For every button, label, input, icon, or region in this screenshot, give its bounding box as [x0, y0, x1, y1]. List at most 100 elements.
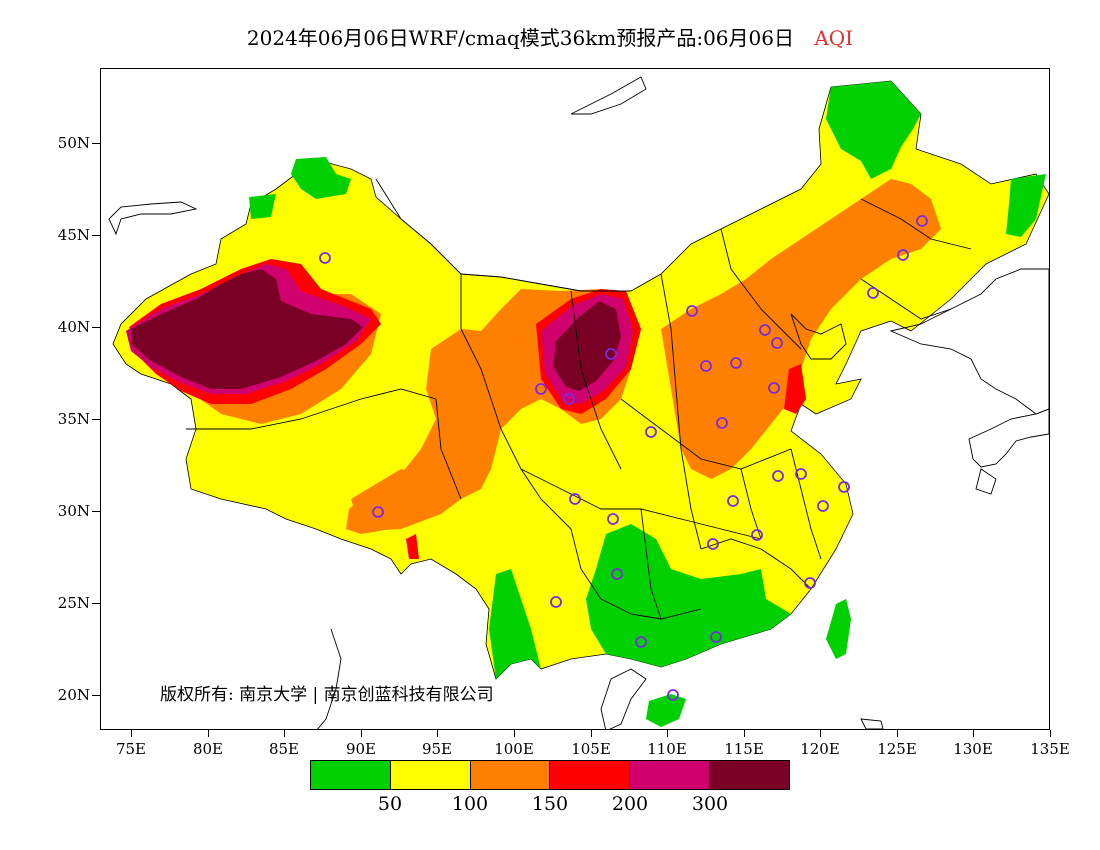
station-marker [607, 513, 619, 525]
coastlines [108, 76, 1049, 729]
legend-label: 100 [451, 793, 489, 815]
station-marker [707, 538, 719, 550]
legend-label: 200 [611, 793, 649, 815]
color-legend [310, 760, 790, 790]
station-marker [535, 383, 547, 395]
x-tick-mark [284, 730, 285, 737]
station-marker [710, 631, 722, 643]
aqi-zone-sensitive-north-china [661, 179, 941, 479]
aqi-zone-unhealthy-shandong [784, 364, 806, 414]
station-marker [635, 636, 647, 648]
aqi-zone-unhealthy-tibet-south [406, 534, 419, 559]
station-marker [768, 382, 780, 394]
legend-label: 300 [691, 793, 729, 815]
x-tick-mark [897, 730, 898, 737]
legend-swatch-very-unhealthy [629, 761, 710, 789]
aqi-zone-good-southwest [489, 569, 541, 679]
copyright-notice: 版权所有: 南京大学 | 南京创蓝科技有限公司 [160, 685, 494, 705]
x-tick-label: 75E [115, 740, 147, 758]
aqi-zone-hazardous-ordos [553, 301, 621, 391]
station-marker [605, 348, 617, 360]
x-tick-mark [591, 730, 592, 737]
x-tick-label: 115E [724, 740, 764, 758]
aqi-zone-good-hainan [646, 694, 686, 727]
legend-swatch-hazardous [709, 761, 789, 789]
x-tick-mark [361, 730, 362, 737]
y-tick-mark [92, 143, 100, 144]
x-tick-label: 100E [494, 740, 534, 758]
station-marker [730, 357, 742, 369]
station-marker [700, 360, 712, 372]
title-variable: AQI [814, 26, 854, 50]
station-marker [817, 500, 829, 512]
province-boundaries [186, 178, 972, 620]
y-tick-label: 25N [57, 594, 90, 612]
y-tick-mark [92, 419, 100, 420]
x-tick-label: 135E [1030, 740, 1070, 758]
x-tick-label: 85E [268, 740, 300, 758]
aqi-zone-good-taiwan [826, 599, 851, 659]
station-marker [563, 393, 575, 405]
legend-swatch-sensitive [469, 761, 550, 789]
y-tick-mark [92, 603, 100, 604]
station-marker [751, 529, 763, 541]
station-marker [550, 596, 562, 608]
station-marker [838, 481, 850, 493]
x-tick-mark [744, 730, 745, 737]
x-tick-label: 90E [345, 740, 377, 758]
x-tick-mark [437, 730, 438, 737]
x-tick-mark [1050, 730, 1051, 737]
station-marker [569, 493, 581, 505]
aqi-zone-good-south [586, 524, 791, 667]
x-tick-mark [514, 730, 515, 737]
y-tick-label: 45N [57, 226, 90, 244]
x-tick-mark [208, 730, 209, 737]
station-marker [772, 470, 784, 482]
aqi-zone-sensitive-tibet [351, 469, 461, 531]
x-tick-label: 130E [953, 740, 993, 758]
y-tick-label: 30N [57, 502, 90, 520]
station-marker [759, 324, 771, 336]
legend-label: 50 [377, 793, 403, 815]
x-tick-mark [820, 730, 821, 737]
x-tick-mark [973, 730, 974, 737]
title-main: 2024年06月06日WRF/cmaq模式36km预报产品:06月06日 [246, 26, 794, 50]
station-marker [916, 215, 928, 227]
x-tick-label: 110E [647, 740, 687, 758]
station-marker [795, 468, 807, 480]
y-tick-mark [92, 695, 100, 696]
y-tick-label: 50N [57, 134, 90, 152]
aqi-zone-good-north-xinjiang [249, 157, 351, 219]
x-tick-label: 125E [877, 740, 917, 758]
x-tick-label: 80E [192, 740, 224, 758]
station-marker [771, 337, 783, 349]
aqi-zone-hazardous-taklimakan [131, 269, 363, 389]
x-tick-label: 120E [800, 740, 840, 758]
station-marker [867, 287, 879, 299]
aqi-map [100, 68, 1050, 730]
x-tick-label: 95E [421, 740, 453, 758]
station-marker [897, 249, 909, 261]
legend-swatch-moderate [389, 761, 470, 789]
station-marker [372, 506, 384, 518]
station-marker [667, 689, 679, 701]
map-title: 2024年06月06日WRF/cmaq模式36km预报产品:06月06日 AQI [0, 22, 1100, 51]
x-tick-label: 105E [571, 740, 611, 758]
aqi-zone-good-northeast [826, 81, 921, 179]
station-marker [686, 305, 698, 317]
y-tick-mark [92, 235, 100, 236]
legend-swatch-good [311, 761, 390, 789]
legend-swatch-unhealthy [549, 761, 630, 789]
y-tick-label: 35N [57, 410, 90, 428]
aqi-zone-good-far-northeast [1006, 174, 1046, 237]
y-tick-mark [92, 511, 100, 512]
x-tick-mark [131, 730, 132, 737]
station-marker [645, 426, 657, 438]
station-marker [319, 252, 331, 264]
station-marker [727, 495, 739, 507]
y-tick-mark [92, 327, 100, 328]
station-marker [611, 568, 623, 580]
y-tick-label: 40N [57, 318, 90, 336]
station-marker [716, 417, 728, 429]
legend-label: 150 [531, 793, 569, 815]
